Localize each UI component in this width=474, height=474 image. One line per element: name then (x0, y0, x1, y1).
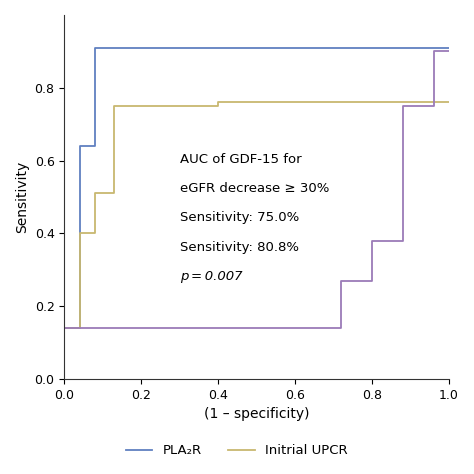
Text: p = 0.007: p = 0.007 (180, 270, 242, 283)
X-axis label: (1 – specificity): (1 – specificity) (204, 407, 310, 421)
Text: Sensitivity: 80.8%: Sensitivity: 80.8% (180, 241, 299, 254)
Text: AUC of GDF-15 for: AUC of GDF-15 for (180, 153, 301, 166)
Legend: PLA₂R, Initrial UPCR: PLA₂R, Initrial UPCR (121, 439, 353, 463)
Y-axis label: Sensitivity: Sensitivity (15, 161, 29, 233)
Text: eGFR decrease ≥ 30%: eGFR decrease ≥ 30% (180, 182, 329, 195)
Text: Sensitivity: 75.0%: Sensitivity: 75.0% (180, 211, 299, 225)
